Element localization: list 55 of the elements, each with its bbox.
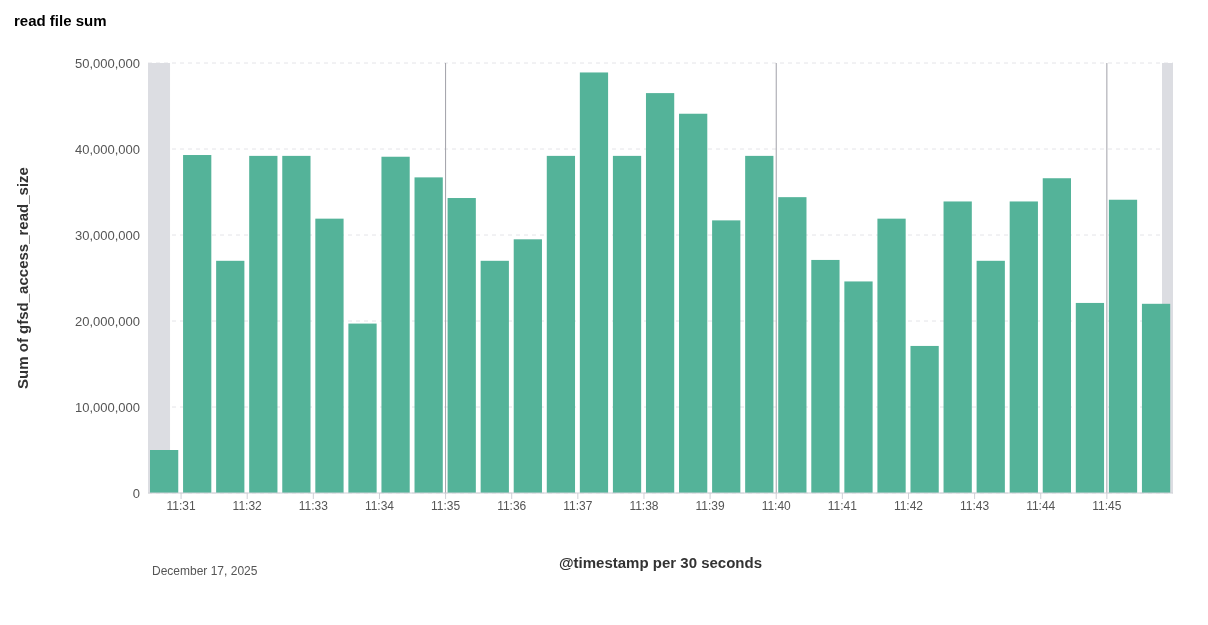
bar — [645, 93, 675, 493]
x-tick-label: 11:43 — [960, 498, 990, 513]
chart-title: read file sum — [13, 11, 108, 31]
y-tick-label: 20,000,000 — [74, 313, 140, 329]
x-tick-label: 11:41 — [827, 498, 858, 513]
bar — [1075, 302, 1105, 493]
x-tick-label: 11:34 — [364, 498, 395, 513]
y-tick-label: 30,000,000 — [74, 227, 140, 243]
y-axis-title: Sum of gfsd_access_read_size — [14, 167, 32, 389]
bar — [249, 155, 278, 493]
bar — [315, 218, 344, 493]
bar — [447, 198, 476, 493]
bar — [679, 113, 708, 493]
y-tick-label: 10,000,000 — [74, 399, 140, 415]
bar — [546, 155, 576, 493]
bar — [513, 239, 542, 493]
bar — [811, 259, 840, 493]
bar — [612, 155, 642, 493]
x-tick-label: 11:44 — [1026, 498, 1056, 513]
bar — [877, 218, 906, 493]
bar — [480, 260, 509, 493]
bar — [183, 155, 212, 493]
y-tick-label: 50,000,000 — [74, 55, 140, 71]
bar — [1042, 178, 1071, 493]
x-tick-label: 11:33 — [298, 498, 329, 513]
bar — [579, 72, 609, 493]
bar — [381, 156, 410, 493]
y-tick-label: 0 — [132, 485, 140, 501]
x-tick-label: 11:40 — [761, 498, 792, 513]
bar — [414, 177, 443, 493]
bar — [348, 323, 377, 493]
x-tick-label: 11:36 — [497, 498, 527, 513]
bar — [150, 450, 179, 493]
x-tick-label: 11:31 — [166, 498, 196, 513]
x-tick-label: 11:45 — [1092, 498, 1122, 513]
x-axis-title: @timestamp per 30 seconds — [558, 554, 763, 571]
bar — [216, 260, 245, 493]
x-tick-label: 11:35 — [431, 498, 461, 513]
x-tick-label: 11:42 — [893, 498, 924, 513]
x-tick-label: 11:32 — [232, 498, 263, 513]
bar — [1108, 199, 1138, 493]
bar — [910, 345, 939, 493]
bar — [778, 197, 807, 493]
bar — [976, 260, 1005, 493]
bar — [282, 155, 311, 493]
bar — [1009, 201, 1038, 493]
x-tick-label: 11:38 — [629, 498, 659, 513]
y-tick-label: 40,000,000 — [74, 141, 140, 157]
bar — [745, 155, 774, 493]
x-tick-label: 11:39 — [695, 498, 725, 513]
bar — [844, 281, 873, 493]
bar — [943, 201, 972, 493]
x-tick-label: 11:37 — [563, 498, 593, 513]
bar — [712, 220, 741, 493]
text: December 17, 2025 — [152, 564, 258, 578]
